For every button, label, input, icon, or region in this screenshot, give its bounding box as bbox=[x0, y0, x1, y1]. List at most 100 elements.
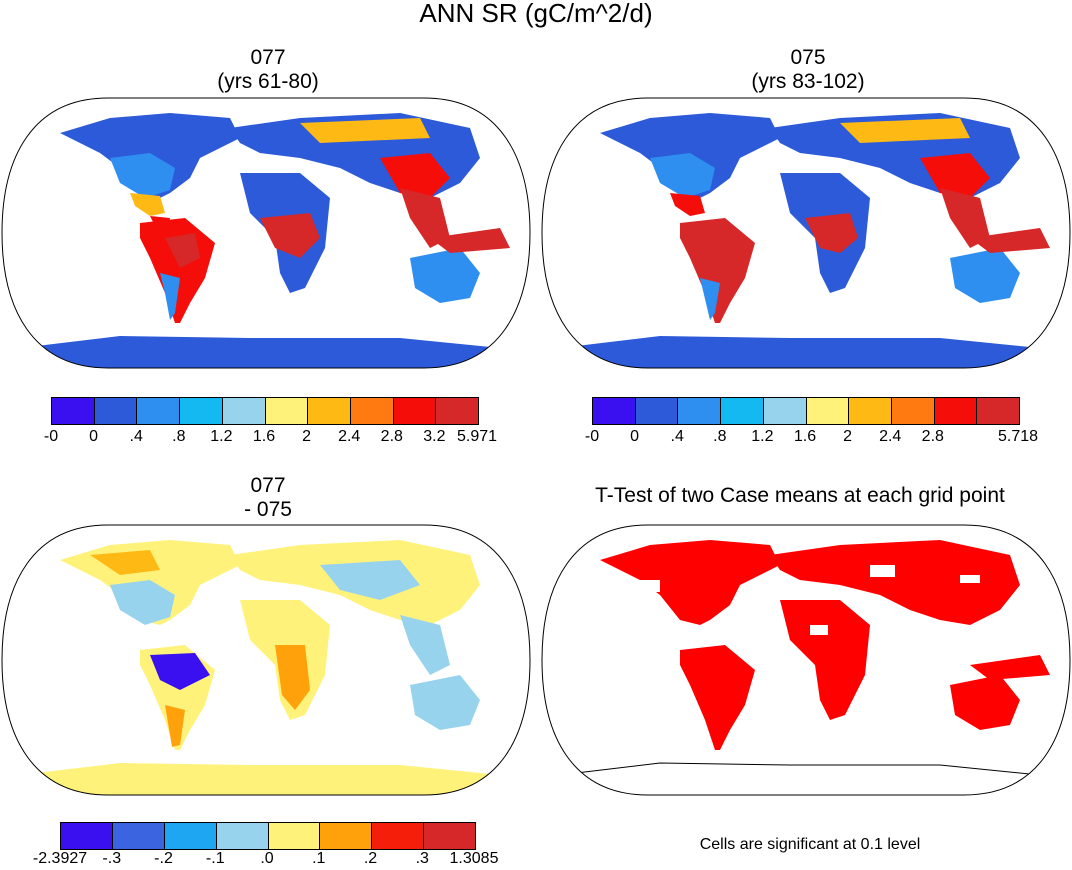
colorbar-tick-label: 1.2 bbox=[751, 428, 774, 445]
colorbar-difference-labels: -2.3927 -.3 -.2 -.1 .0 .1 .2 .3 1.3085 bbox=[33, 850, 499, 870]
panel-title-difference: 077 - 075 bbox=[118, 474, 418, 522]
colorbar-tick-label: -0 bbox=[43, 428, 59, 445]
colorbar-tick-label: 1.6 bbox=[252, 428, 276, 445]
panel-title-line2: (yrs 83-102) bbox=[751, 70, 865, 93]
australia bbox=[410, 228, 510, 303]
antarctica bbox=[2, 763, 530, 795]
colorbar-tick-label: 2.4 bbox=[879, 428, 902, 445]
map-panel-ttest bbox=[541, 524, 1071, 796]
significant-cells bbox=[600, 540, 1050, 750]
colorbar-tick-label: -2.3927 bbox=[32, 850, 88, 867]
colorbar-tick-label: 5.971 bbox=[456, 428, 498, 445]
colorbar-tick-label: 1.6 bbox=[793, 428, 817, 445]
colorbar-swatch bbox=[61, 823, 113, 849]
antarctica bbox=[2, 336, 530, 368]
antarctica bbox=[542, 336, 1070, 368]
europe-asia bbox=[770, 113, 1020, 248]
south-america bbox=[140, 218, 215, 323]
colorbar-tick-label: 5.718 bbox=[997, 428, 1039, 445]
colorbar-tick-label: .4 bbox=[129, 428, 143, 445]
colorbar-swatch bbox=[721, 398, 764, 424]
colorbar-swatch bbox=[222, 398, 266, 424]
colorbar-tick-label: -.2 bbox=[154, 850, 173, 867]
colorbar-swatch bbox=[393, 398, 437, 424]
map-panel-difference bbox=[1, 524, 531, 796]
colorbar-swatch bbox=[372, 823, 425, 849]
australia bbox=[410, 675, 480, 730]
colorbar-075 bbox=[592, 397, 1020, 425]
colorbar-swatch bbox=[678, 398, 722, 424]
panel-title-077: 077 (yrs 61-80) bbox=[118, 46, 418, 94]
colorbar-tick-label: 2 bbox=[843, 428, 853, 445]
africa bbox=[240, 600, 330, 720]
panel-title-line1: 077 bbox=[250, 46, 286, 69]
colorbar-swatch bbox=[934, 398, 978, 424]
significance-note: Cells are significant at 0.1 level bbox=[699, 836, 921, 853]
colorbar-tick-label: .0 bbox=[260, 850, 274, 867]
colorbar-swatch bbox=[424, 823, 475, 849]
colorbar-tick-label: 2.4 bbox=[338, 428, 361, 445]
colorbar-tick-label: -0 bbox=[584, 428, 600, 445]
europe-asia bbox=[230, 113, 480, 248]
map-border bbox=[541, 97, 1071, 369]
europe-asia bbox=[230, 540, 480, 675]
north-america bbox=[60, 113, 240, 228]
colorbar-swatch bbox=[268, 823, 321, 849]
colorbar-swatch bbox=[891, 398, 935, 424]
north-america bbox=[600, 113, 780, 216]
north-america bbox=[60, 540, 240, 625]
colorbar-077 bbox=[51, 397, 479, 425]
colorbar-swatch bbox=[763, 398, 807, 424]
colorbar-swatch bbox=[308, 398, 351, 424]
panel-title-ttest: T-Test of two Case means at each grid po… bbox=[595, 484, 1005, 507]
colorbar-swatch bbox=[593, 398, 636, 424]
panel-title-075: 075 (yrs 83-102) bbox=[658, 46, 958, 94]
non-significant-gaps bbox=[640, 565, 980, 635]
colorbar-tick-label: .3 bbox=[415, 850, 429, 867]
map-border bbox=[541, 524, 1071, 796]
colorbar-swatch bbox=[806, 398, 850, 424]
colorbar-swatch bbox=[52, 398, 95, 424]
colorbar-swatch bbox=[137, 398, 181, 424]
colorbar-swatch bbox=[635, 398, 679, 424]
colorbar-075-labels: -0 0 .4 .8 1.2 1.6 2 2.4 2.8 5.718 bbox=[585, 428, 1038, 448]
colorbar-tick-label: 2.8 bbox=[380, 428, 403, 445]
colorbar-tick-label: 1.3085 bbox=[449, 850, 499, 867]
colorbar-tick-label: 2.8 bbox=[921, 428, 944, 445]
panel-title-line2: (yrs 61-80) bbox=[217, 70, 319, 93]
colorbar-swatch bbox=[265, 398, 309, 424]
south-america bbox=[140, 645, 215, 750]
colorbar-tick-label: .8 bbox=[713, 428, 727, 445]
colorbar-tick-label: 0 bbox=[630, 428, 640, 445]
colorbar-tick-label: 2 bbox=[302, 428, 312, 445]
colorbar-swatch bbox=[216, 823, 269, 849]
colorbar-swatch bbox=[849, 398, 892, 424]
colorbar-swatch bbox=[320, 823, 373, 849]
map-panel-077 bbox=[1, 97, 531, 369]
colorbar-tick-label: -.1 bbox=[205, 850, 225, 867]
colorbar-swatch bbox=[350, 398, 394, 424]
colorbar-tick-label: .8 bbox=[172, 428, 186, 445]
colorbar-tick-label: .1 bbox=[312, 850, 326, 867]
colorbar-swatch bbox=[977, 398, 1020, 424]
south-america bbox=[680, 218, 755, 323]
figure-title: ANN SR (gC/m^2/d) bbox=[419, 0, 653, 28]
africa bbox=[240, 173, 330, 293]
panel-title-line1: 075 bbox=[790, 46, 826, 69]
colorbar-swatch bbox=[180, 398, 223, 424]
australia bbox=[950, 228, 1050, 303]
colorbar-difference bbox=[60, 822, 476, 850]
panel-title-line1: 077 bbox=[250, 474, 286, 497]
colorbar-077-labels: -0 0 .4 .8 1.2 1.6 2 2.4 2.8 3.2 5.971 bbox=[44, 428, 497, 448]
colorbar-swatch bbox=[94, 398, 138, 424]
antarctica-outline bbox=[542, 762, 1070, 795]
colorbar-tick-label: 1.2 bbox=[210, 428, 233, 445]
map-panel-075 bbox=[541, 97, 1071, 369]
colorbar-swatch bbox=[164, 823, 217, 849]
map-border bbox=[1, 524, 531, 796]
map-border bbox=[1, 97, 531, 369]
africa bbox=[780, 173, 870, 293]
colorbar-swatch bbox=[112, 823, 165, 849]
colorbar-tick-label: -.3 bbox=[102, 850, 122, 867]
colorbar-tick-label: 0 bbox=[89, 428, 99, 445]
